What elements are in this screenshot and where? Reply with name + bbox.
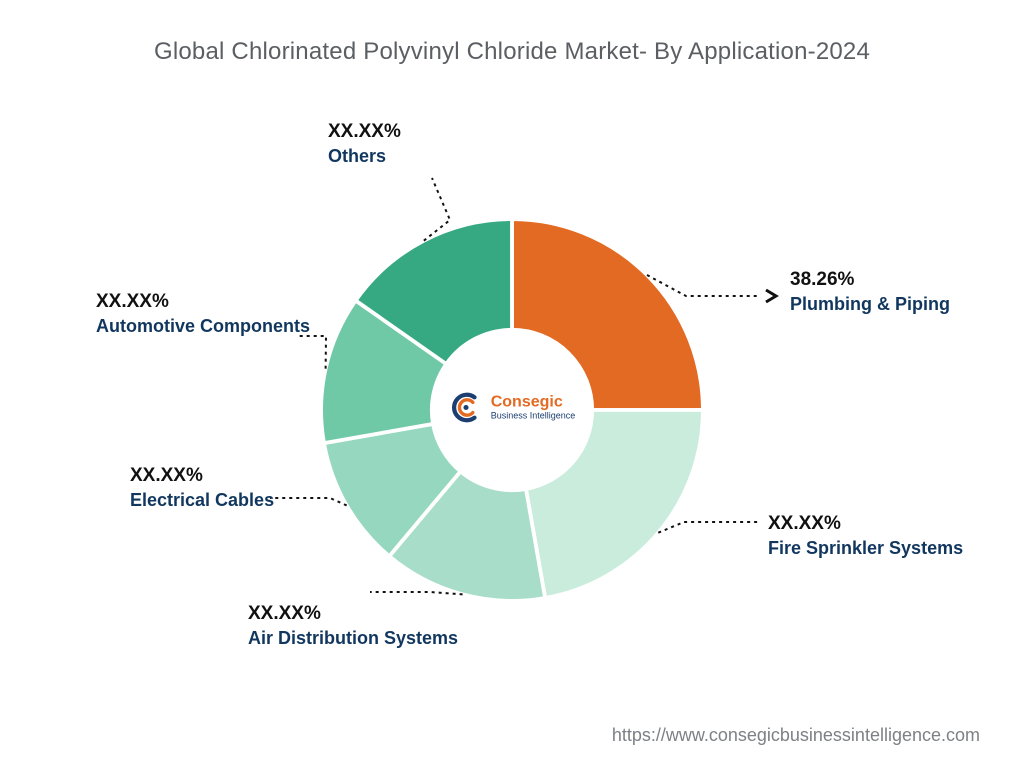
label-fire: XX.XX%Fire Sprinkler Systems (768, 512, 963, 560)
slice-plumbing (512, 219, 703, 410)
label-name: Fire Sprinkler Systems (768, 537, 963, 560)
label-pct: XX.XX% (248, 602, 458, 627)
chart-title: Global Chlorinated Polyvinyl Chloride Ma… (0, 38, 1024, 66)
chart-container: Global Chlorinated Polyvinyl Chloride Ma… (0, 0, 1024, 768)
leader-arrow-icon (766, 290, 776, 302)
label-air: XX.XX%Air Distribution Systems (248, 602, 458, 650)
label-pct: 38.26% (790, 268, 950, 293)
label-name: Automotive Components (96, 315, 310, 338)
label-name: Plumbing & Piping (790, 293, 950, 316)
label-electric: XX.XX%Electrical Cables (130, 464, 274, 512)
donut-chart (302, 200, 722, 620)
label-pct: XX.XX% (328, 120, 401, 145)
slice-fire (526, 410, 703, 598)
label-pct: XX.XX% (96, 290, 310, 315)
donut-svg (302, 200, 722, 620)
label-pct: XX.XX% (130, 464, 274, 489)
label-others: XX.XX%Others (328, 120, 401, 168)
label-name: Electrical Cables (130, 489, 274, 512)
label-pct: XX.XX% (768, 512, 963, 537)
label-auto: XX.XX%Automotive Components (96, 290, 310, 338)
label-name: Air Distribution Systems (248, 627, 458, 650)
footer-url: https://www.consegicbusinessintelligence… (612, 725, 980, 746)
label-plumbing: 38.26%Plumbing & Piping (790, 268, 950, 316)
label-name: Others (328, 145, 401, 168)
